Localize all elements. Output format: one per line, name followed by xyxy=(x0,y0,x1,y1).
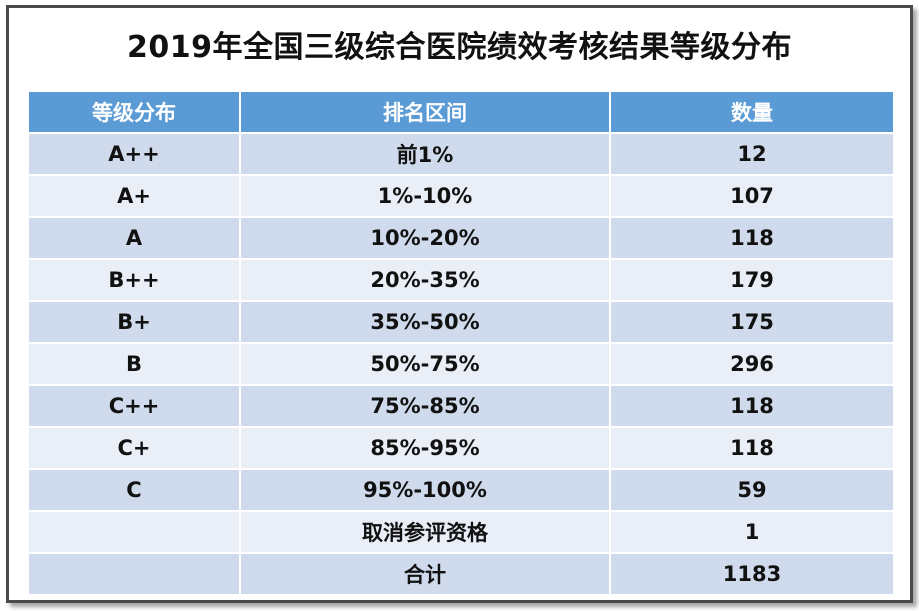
header-row: 等级分布 排名区间 数量 xyxy=(27,90,895,134)
table-row: C++ 75%-85% 118 xyxy=(27,384,895,428)
grade-cell: C+ xyxy=(27,426,241,470)
table-frame: 2019年全国三级综合医院绩效考核结果等级分布 等级分布 排名区间 数量 A++… xyxy=(6,5,913,603)
rank-range-cell: 前1% xyxy=(239,132,611,176)
table-row: 取消参评资格 1 xyxy=(27,510,895,554)
rank-range-cell: 75%-85% xyxy=(239,384,611,428)
count-cell: 107 xyxy=(609,174,895,218)
table-row: A 10%-20% 118 xyxy=(27,216,895,260)
table-row: B 50%-75% 296 xyxy=(27,342,895,386)
table-row: B+ 35%-50% 175 xyxy=(27,300,895,344)
grade-cell xyxy=(27,552,241,596)
count-cell: 118 xyxy=(609,384,895,428)
rank-range-cell: 20%-35% xyxy=(239,258,611,302)
count-cell: 59 xyxy=(609,468,895,512)
table-row: A++ 前1% 12 xyxy=(27,132,895,176)
rank-range-cell: 35%-50% xyxy=(239,300,611,344)
count-cell: 175 xyxy=(609,300,895,344)
count-cell: 12 xyxy=(609,132,895,176)
rank-range-cell: 取消参评资格 xyxy=(239,510,611,554)
grade-cell: A++ xyxy=(27,132,241,176)
grade-cell: A xyxy=(27,216,241,260)
column-header: 数量 xyxy=(609,90,895,134)
grade-cell: C xyxy=(27,468,241,512)
count-cell: 296 xyxy=(609,342,895,386)
count-cell: 118 xyxy=(609,216,895,260)
table-row: B++ 20%-35% 179 xyxy=(27,258,895,302)
table-row: C+ 85%-95% 118 xyxy=(27,426,895,470)
grade-cell: B xyxy=(27,342,241,386)
column-header: 排名区间 xyxy=(239,90,611,134)
table-row: C 95%-100% 59 xyxy=(27,468,895,512)
table-row: 合计 1183 xyxy=(27,552,895,596)
count-cell: 118 xyxy=(609,426,895,470)
grade-cell: B++ xyxy=(27,258,241,302)
grade-cell: C++ xyxy=(27,384,241,428)
rank-range-cell: 85%-95% xyxy=(239,426,611,470)
count-cell: 1183 xyxy=(609,552,895,596)
column-header: 等级分布 xyxy=(27,90,241,134)
rank-range-cell: 10%-20% xyxy=(239,216,611,260)
grade-cell: B+ xyxy=(27,300,241,344)
rank-range-cell: 95%-100% xyxy=(239,468,611,512)
rank-range-cell: 1%-10% xyxy=(239,174,611,218)
table-row: A+ 1%-10% 107 xyxy=(27,174,895,218)
grade-cell: A+ xyxy=(27,174,241,218)
rank-range-cell: 50%-75% xyxy=(239,342,611,386)
rank-range-cell: 合计 xyxy=(239,552,611,596)
table-title: 2019年全国三级综合医院绩效考核结果等级分布 xyxy=(127,30,792,65)
table-body: A++ 前1% 12 A+ 1%-10% 107 A 10%-20% 118 B++ 20%-35%… xyxy=(27,132,895,596)
grade-distribution-table: 等级分布 排名区间 数量 A++ 前1% 12 A+ 1%-10% 107 A 10%-20%… xyxy=(27,90,895,596)
count-cell: 179 xyxy=(609,258,895,302)
grade-cell xyxy=(27,510,241,554)
count-cell: 1 xyxy=(609,510,895,554)
